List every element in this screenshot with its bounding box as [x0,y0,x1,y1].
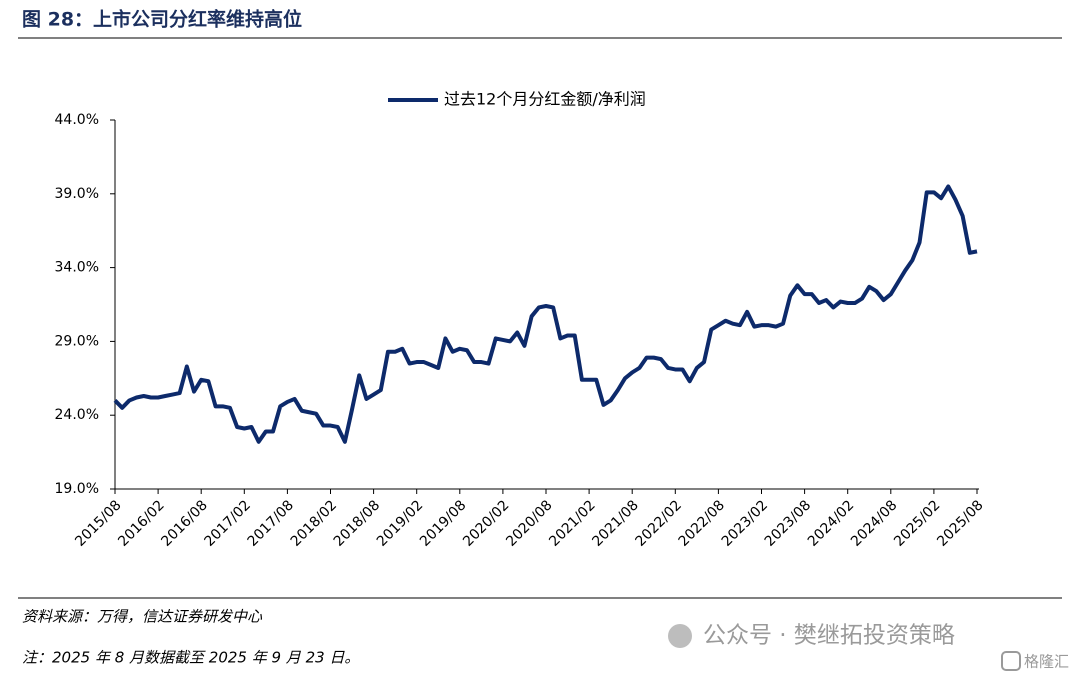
x-tick-label: 2015/08 [72,497,124,549]
y-tick-label: 44.0% [55,112,99,128]
logo-icon [1001,651,1021,671]
note: 注：2025 年 8 月数据截至 2025 年 9 月 23 日。 [22,649,359,667]
x-tick-label: 2016/02 [115,497,167,549]
x-tick-label: 2023/02 [719,497,771,549]
x-tick-label: 2025/08 [934,497,986,549]
x-tick-label: 2018/02 [288,497,340,549]
x-tick-label: 2024/02 [805,497,857,549]
wechat-icon [668,624,692,648]
chart-title: 图 28：上市公司分红率维持高位 [22,8,302,31]
x-tick-label: 2024/08 [848,497,900,549]
watermark: 公众号 · 樊继拓投资策略 [703,623,955,649]
y-tick-label: 24.0% [55,407,99,423]
x-tick-label: 2022/02 [633,497,685,549]
legend-label: 过去12个月分红金额/净利润 [444,90,646,109]
x-tick-label: 2022/08 [676,497,728,549]
x-tick-label: 2017/02 [202,497,254,549]
x-tick-label: 2016/08 [158,497,210,549]
x-tick-label: 2021/02 [546,497,598,549]
x-tick-label: 2019/08 [417,497,469,549]
y-tick-label: 34.0% [55,260,99,276]
x-tick-label: 2019/02 [374,497,426,549]
x-tick-label: 2017/08 [245,497,297,549]
x-tick-label: 2020/02 [460,497,512,549]
y-tick-label: 19.0% [55,481,99,497]
x-tick-label: 2025/02 [891,497,943,549]
y-tick-label: 39.0% [55,186,99,202]
x-tick-label: 2018/08 [331,497,383,549]
y-tick-label: 29.0% [55,333,99,349]
x-tick-label: 2021/08 [589,497,641,549]
x-tick-label: 2023/08 [762,497,814,549]
series-line [113,184,978,444]
logo-text: 格隆汇 [1024,653,1069,671]
x-tick-label: 2020/08 [503,497,555,549]
source: 资料来源：万得，信达证券研发中心 [22,608,263,626]
